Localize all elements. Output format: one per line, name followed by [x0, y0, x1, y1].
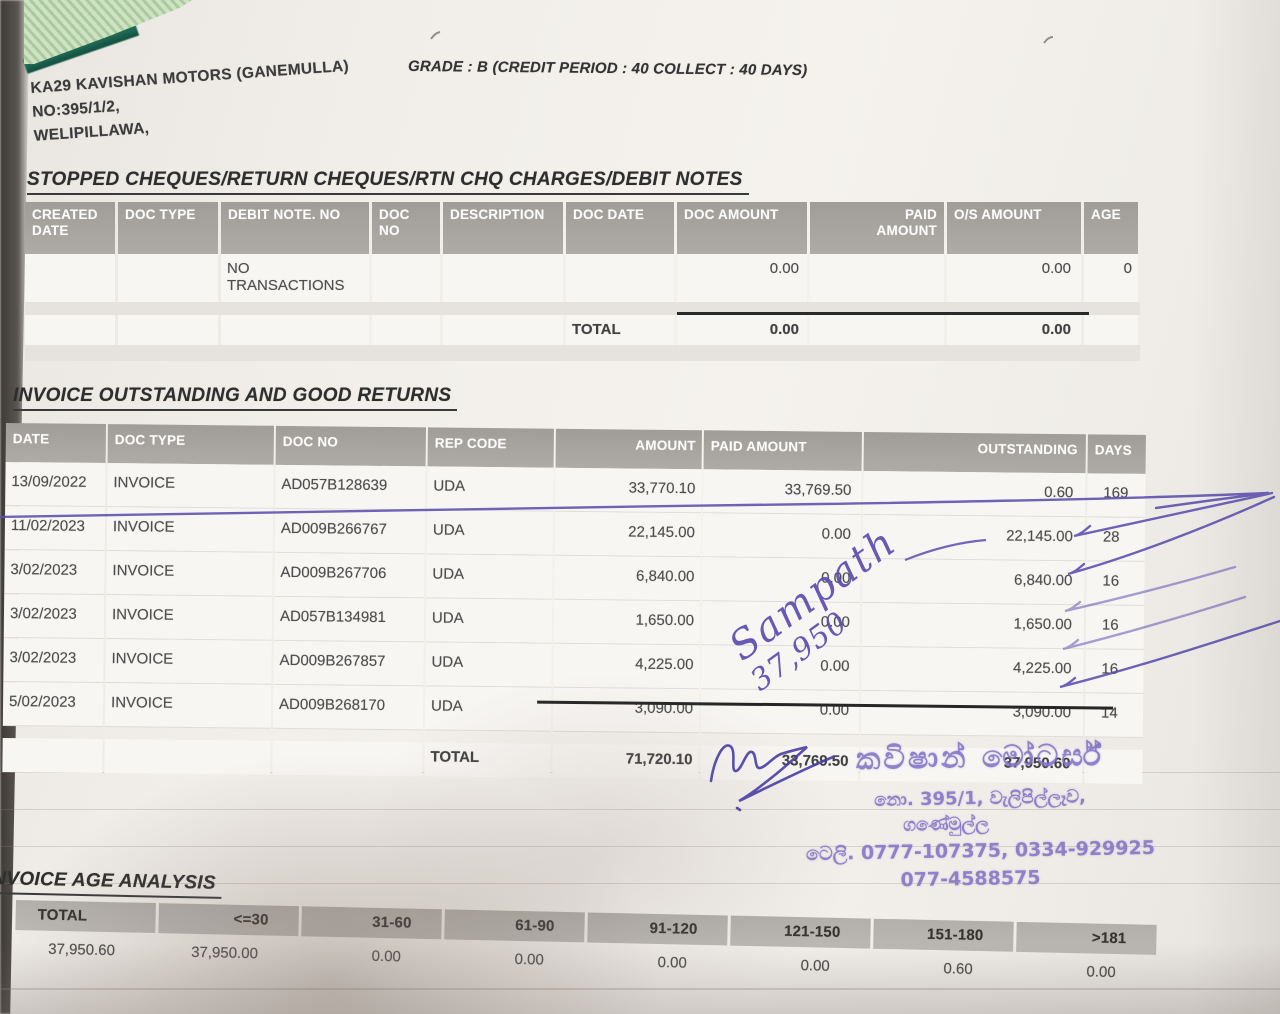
- stamp-telephone2: 077-4588575: [900, 866, 1041, 892]
- row-band: [25, 302, 1140, 315]
- col-doc-no: DOC NO: [372, 202, 440, 254]
- col-doc-no: DOC NO: [275, 425, 426, 467]
- col-created-date: CREATED DATE: [25, 202, 115, 254]
- col-paid-amount: PAID AMOUNT: [703, 430, 862, 471]
- col-lte-30: <=30: [158, 903, 299, 937]
- col-doc-type: DOC TYPE: [107, 424, 274, 465]
- col-gt-181: >181: [1016, 921, 1157, 955]
- col-amount: AMOUNT: [555, 428, 702, 470]
- col-31-60: 31-60: [301, 906, 442, 940]
- stamp-address2: ගණේමුල්ල: [902, 813, 990, 836]
- col-121-150: 121-150: [730, 915, 871, 949]
- col-61-90: 61-90: [444, 909, 585, 943]
- total-label: TOTAL: [566, 315, 674, 345]
- col-total: TOTAL: [15, 900, 156, 934]
- stopped-cheques-header-row: CREATED DATE DOC TYPE DEBIT NOTE. NO DOC…: [25, 202, 1140, 254]
- col-age: AGE: [1084, 202, 1138, 254]
- col-date: DATE: [5, 423, 106, 464]
- col-outstanding: OUTSTANDING: [863, 431, 1086, 474]
- small-pen-mark-1: [430, 31, 441, 40]
- doc-amount-value: 0.00: [677, 254, 807, 302]
- col-151-180: 151-180: [873, 918, 1014, 952]
- col-debit-note-no: DEBIT NOTE. NO: [221, 202, 369, 254]
- stopped-cheques-total-row: TOTAL 0.00 0.00: [25, 315, 1140, 345]
- col-days: DAYS: [1087, 434, 1146, 474]
- invoice-outstanding-table: DATE DOC TYPE DOC NO REP CODE AMOUNT PAI…: [2, 423, 1148, 784]
- total-amount: 71,720.10: [552, 743, 699, 780]
- col-doc-date: DOC DATE: [566, 202, 674, 254]
- os-amount-value: 0.00: [947, 254, 1081, 302]
- col-paid-amount: PAID AMOUNT: [810, 202, 944, 254]
- col-os-amount: O/S AMOUNT: [947, 202, 1081, 254]
- col-description: DESCRIPTION: [443, 202, 563, 254]
- customer-block: KA29 KAVISHAN MOTORS (GANEMULLA) NO:395/…: [30, 58, 353, 152]
- invoice-outstanding-title: INVOICE OUTSTANDING AND GOOD RETURNS: [13, 385, 458, 411]
- col-rep-code: REP CODE: [427, 427, 554, 468]
- col-doc-type: DOC TYPE: [118, 202, 218, 254]
- no-transactions-row: NO TRANSACTIONS 0.00 0.00 0: [25, 254, 1140, 302]
- age-analysis-table: TOTAL <=30 31-60 61-90 91-120 121-150 15…: [15, 900, 1157, 986]
- pen-convergence: [1154, 491, 1270, 510]
- total-os-amount: 0.00: [947, 315, 1081, 345]
- col-doc-amount: DOC AMOUNT: [677, 202, 807, 254]
- age-value: 0: [1084, 254, 1138, 302]
- row-band: [25, 345, 1140, 361]
- background-fabric-corner: [24, 0, 192, 64]
- small-pen-mark-2: [1043, 36, 1054, 44]
- total-doc-amount: 0.00: [677, 315, 807, 345]
- grade-line: GRADE : B (CREDIT PERIOD : 40 COLLECT : …: [407, 57, 808, 80]
- age-total-value: 37,950.60: [48, 940, 116, 960]
- stopped-cheques-title: STOPPED CHEQUES/RETURN CHEQUES/RTN CHQ C…: [27, 169, 749, 195]
- stamp-company-name: කවිෂාන් මෝටර්ස්: [855, 737, 1105, 778]
- stopped-cheques-table: CREATED DATE DOC TYPE DEBIT NOTE. NO DOC…: [25, 202, 1140, 361]
- total-label: TOTAL: [424, 742, 551, 778]
- faint-ruled-line-bottom: [0, 988, 1280, 990]
- age-analysis-title: INVOICE AGE ANALYSIS: [0, 868, 223, 899]
- total-rule-line: [677, 312, 1089, 315]
- col-91-120: 91-120: [587, 912, 728, 946]
- no-transactions-label: NO TRANSACTIONS: [221, 254, 369, 302]
